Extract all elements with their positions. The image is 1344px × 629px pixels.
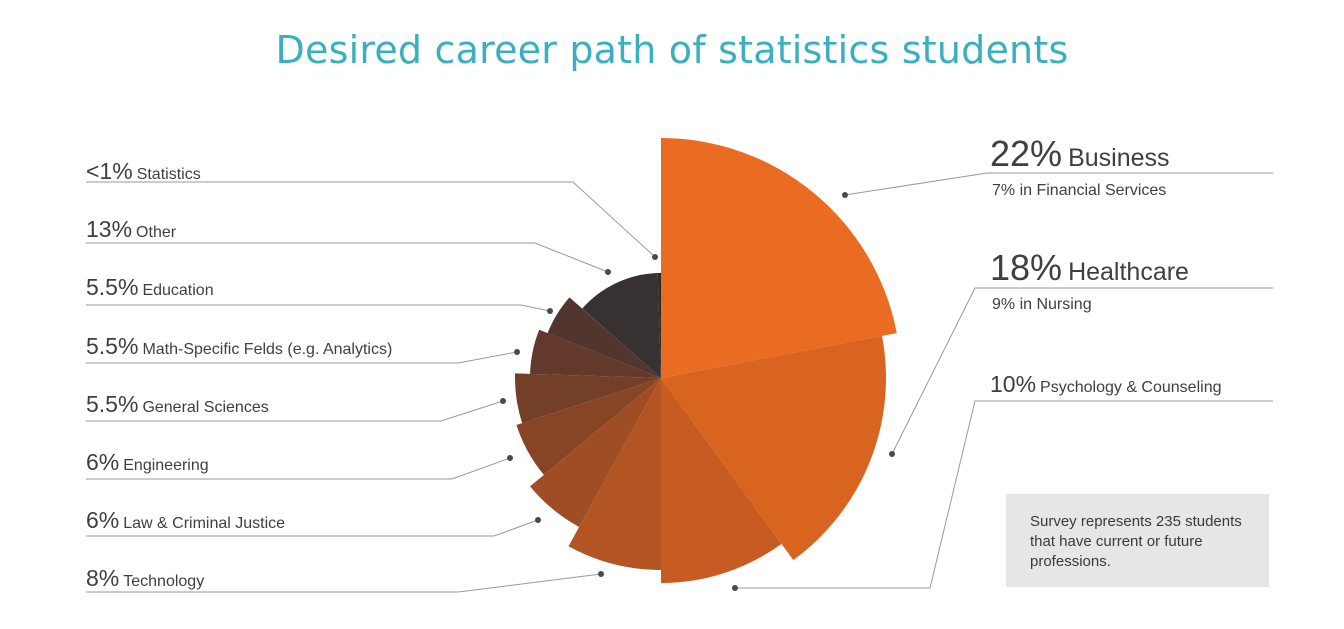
leader-line-healthcare [891,287,1273,455]
leader-dot-law [535,517,541,523]
leader-line-statistics [86,181,656,258]
leader-line-business [844,172,1273,196]
survey-note: Survey represents 235 students that have… [1006,494,1269,587]
leader-line-engineering [86,457,511,480]
pie-slice-healthcare [661,335,886,561]
label-statistics: <1% Statistics [86,158,201,184]
pie-slice-education [547,297,661,378]
label-healthcare: 18% Healthcare [990,247,1189,288]
leader-dot-psychology [732,585,738,591]
label-engineering: 6% Engineering [86,449,209,475]
pie-slice-general-sciences [514,373,661,424]
pie-slice-business [661,138,897,378]
leader-line-education [86,304,551,312]
leader-line-other [86,242,609,273]
pie-slice-technology [568,378,661,570]
leader-dot-education [547,308,553,314]
pie-slice-other [582,273,661,378]
leader-line-psychology [735,400,1273,589]
label-math: 5.5% Math-Specific Felds (e.g. Analytics) [86,333,393,359]
pie-slice-statistics [657,272,661,378]
leader-line-law [86,519,539,537]
leader-dot-general-sciences [500,398,506,404]
pie-slice-engineering [516,378,661,475]
leader-line-math [86,351,518,364]
label-psychology: 10% Psychology & Counseling [990,371,1222,397]
label-business: 22% Business [990,133,1170,174]
sub-healthcare: 9% in Nursing [992,296,1092,313]
leader-dot-business [842,192,848,198]
label-law: 6% Law & Criminal Justice [86,507,286,533]
chart-title: Desired career path of statistics studen… [275,28,1069,72]
leader-dot-technology [598,571,604,577]
label-other: 13% Other [86,216,177,242]
sub-business: 7% in Financial Services [992,182,1167,199]
leader-dot-other [605,269,611,275]
label-general-sciences: 5.5% General Sciences [86,391,269,417]
pie-slice-law-criminal-justice [530,378,661,527]
leader-dot-math [514,349,520,355]
leader-line-general-sciences [86,400,504,422]
leader-line-technology [86,573,602,593]
pie-slice-math-specific-felds-e-g-analytics [530,329,661,378]
leader-dot-engineering [507,455,513,461]
leader-dot-healthcare [889,451,895,457]
label-education: 5.5% Education [86,274,214,300]
leader-dot-statistics [652,254,658,260]
label-technology: 8% Technology [86,565,205,591]
pie-slice-psychology-counseling [661,378,782,583]
